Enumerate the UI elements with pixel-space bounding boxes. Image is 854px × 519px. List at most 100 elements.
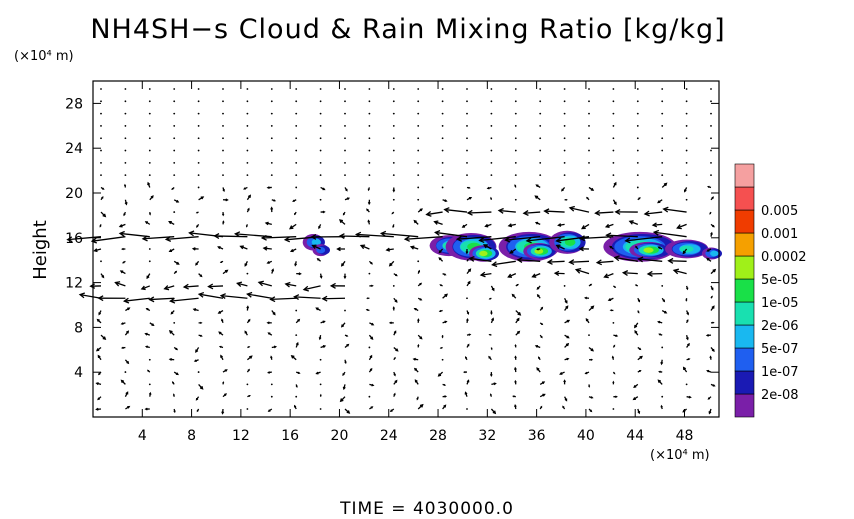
wind-vector-head [267,409,271,412]
wind-vector-dot [661,112,664,115]
wind-vector-head [444,320,448,324]
wind-vector-head [657,246,661,250]
wind-vector-dot [319,149,322,152]
wind-vector-head [536,248,539,251]
wind-vector-head [346,410,351,414]
wind-vector-head [639,370,642,373]
wind-vector-dot [710,100,712,103]
wind-vector-head [489,373,493,378]
wind-vector-dot [344,309,346,312]
wind-vector-head [590,396,594,399]
wind-vector-head [443,404,447,408]
wind-vector [434,221,443,226]
wind-vector-dot [295,112,298,115]
wind-vector-head [148,296,155,303]
cloud-contour [479,250,488,257]
wind-vector-head [615,334,619,338]
wind-vector-head [514,403,517,408]
wind-vector-head [557,223,562,227]
wind-vector-head [706,257,710,261]
wind-vector-dot [441,125,444,127]
y-tick-label: 20 [65,186,83,202]
wind-vector-head [488,333,491,336]
wind-vector-dot [344,174,346,177]
wind-vector [663,208,687,213]
wind-vector-dot [368,346,371,349]
wind-vector-head [682,250,686,255]
wind-vector-head [191,247,196,251]
wind-vector-head [388,321,392,325]
wind-vector-head [638,347,642,351]
wind-vector-head [628,220,634,225]
wind-vector-dot [417,149,420,152]
wind-vector-dot [612,88,615,90]
wind-vector-head [174,270,178,273]
wind-vector-head [687,358,691,361]
wind-vector-head [589,409,593,413]
wind-vector [629,220,639,225]
wind-vector-head [218,345,222,348]
wind-vector-head [566,319,571,323]
wind-vector-head [589,283,593,286]
wind-vector-dot [148,88,151,90]
wind-vector-head [370,336,374,340]
wind-vector-head [168,221,172,225]
x-tick-label: 36 [528,428,546,444]
wind-vector [119,232,150,238]
colorbar-swatch [734,324,755,349]
wind-vector-dot [490,149,493,152]
wind-vector-dot [197,186,200,189]
wind-vector-dot [100,149,102,152]
wind-vector-head [564,398,568,402]
wind-vector [606,234,638,238]
wind-vector-head [468,256,475,262]
wind-vector-dot [246,125,249,127]
wind-vector-head [417,318,420,322]
wind-vector-head [595,259,602,266]
wind-vector-dot [270,100,273,103]
wind-vector [405,236,443,240]
wind-vector-dot [710,149,712,152]
wind-vector-head [217,310,222,314]
wind-vector-dot [661,174,664,177]
wind-vector [115,281,126,287]
wind-vector-head [168,357,173,361]
x-tick-label: 44 [626,428,644,444]
wind-vector-head [338,233,345,240]
wind-vector-head [652,229,660,236]
wind-vector-head [345,188,348,192]
wind-vector-head [359,244,366,250]
wind-vector-head [370,406,374,409]
wind-vector-head [392,225,395,229]
wind-vector [517,259,541,262]
wind-vector-head [658,370,661,373]
wind-vector-head [667,257,674,264]
wind-vector-dot [295,309,298,312]
wind-vector-head [199,386,204,390]
wind-vector-head [176,261,180,265]
chart-title: NH4SH−s Cloud & Rain Mixing Ratio [kg/kg… [90,14,725,45]
wind-vector [214,235,248,238]
wind-vector-head [662,299,666,303]
wind-vector-head [244,263,248,267]
wind-vector [644,211,663,215]
wind-vector-head [607,298,612,302]
wind-vector-dot [661,137,664,140]
wind-vector-dot [295,395,298,398]
colorbar: 2e-08 1e-07 5e-07 2e-06 1e-05 5e-05 0.0002 0.00… [734,163,807,418]
wind-vector-head [247,318,251,322]
wind-vector-head [294,263,298,267]
wind-vector-head [676,224,682,230]
wind-vector-head [144,332,148,336]
wind-vector-head [534,221,539,225]
wind-vector-head [710,295,713,298]
wind-vector [356,233,394,238]
wind-vector [457,236,492,240]
wind-vector-head [395,348,399,352]
x-tick-label: 20 [331,428,349,444]
wind-vector-head [489,393,492,396]
wind-vector-dot [685,383,688,386]
wind-vector [184,285,199,288]
wind-vector-head [584,296,588,300]
